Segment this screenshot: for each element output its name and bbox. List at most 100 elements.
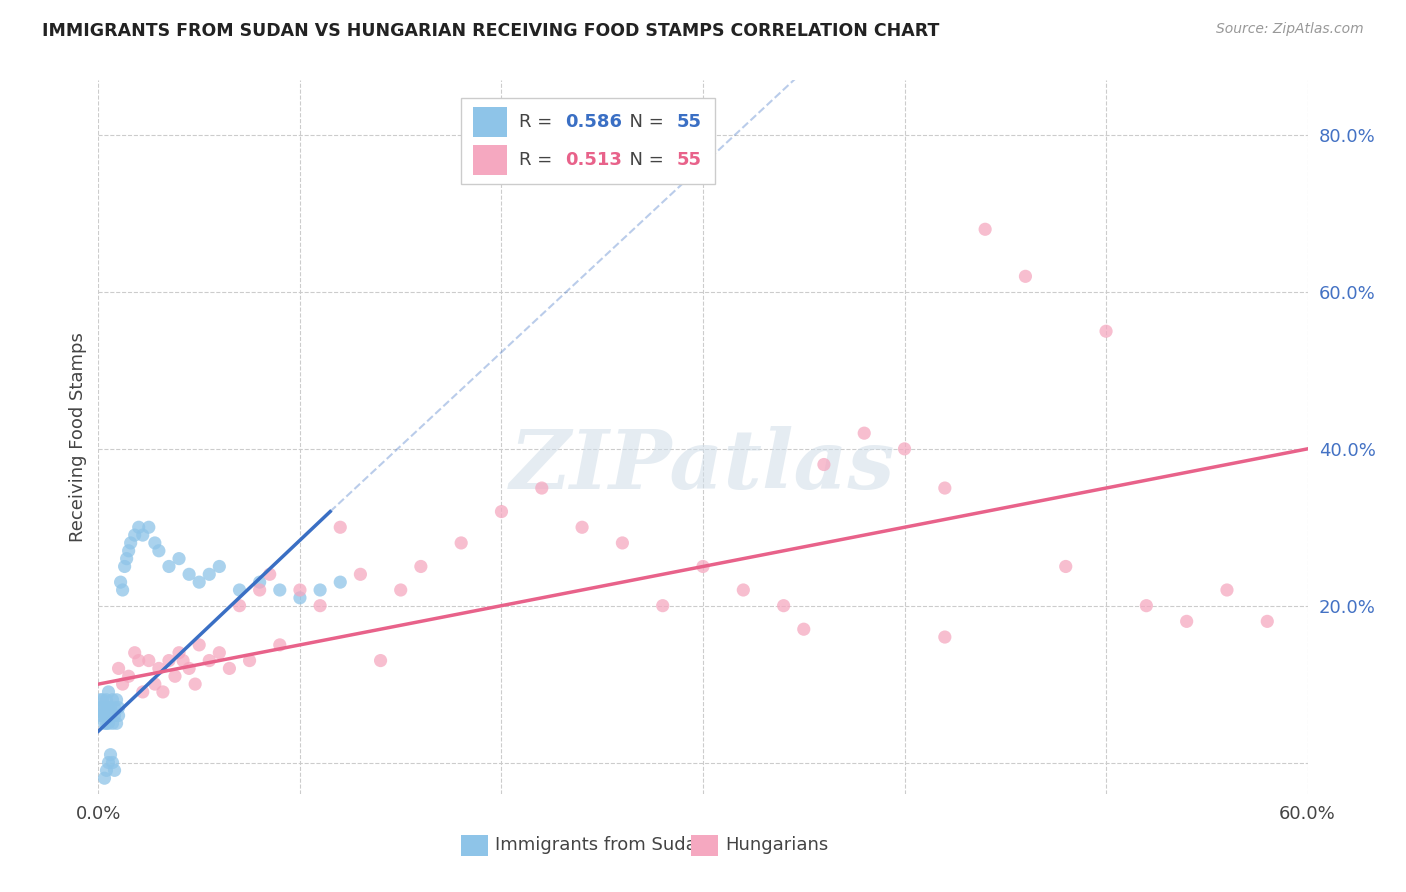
Point	[288, 591, 311, 605]
Point	[93, 700, 115, 714]
Point	[1256, 615, 1278, 629]
Point	[101, 756, 124, 770]
Point	[118, 543, 141, 558]
Point	[389, 582, 412, 597]
Point	[111, 677, 134, 691]
Text: R =: R =	[519, 152, 558, 169]
Text: N =: N =	[619, 112, 669, 130]
Point	[934, 630, 956, 644]
Point	[853, 426, 876, 441]
Point	[772, 599, 794, 613]
Point	[107, 700, 129, 714]
Point	[612, 536, 634, 550]
Point	[188, 575, 211, 590]
Text: Source: ZipAtlas.com: Source: ZipAtlas.com	[1216, 22, 1364, 37]
Point	[103, 708, 125, 723]
Point	[1095, 324, 1118, 338]
Point	[349, 567, 371, 582]
Text: 0.586: 0.586	[565, 112, 623, 130]
Point	[1014, 269, 1036, 284]
Point	[91, 708, 114, 723]
Point	[128, 520, 150, 534]
Bar	[474, 107, 508, 136]
Point	[96, 708, 118, 723]
Point	[115, 551, 138, 566]
Point	[114, 559, 136, 574]
Text: Immigrants from Sudan: Immigrants from Sudan	[495, 837, 709, 855]
Point	[571, 520, 593, 534]
Point	[188, 638, 211, 652]
Point	[692, 559, 714, 574]
Point	[370, 654, 392, 668]
Y-axis label: Receiving Food Stamps: Receiving Food Stamps	[69, 332, 87, 542]
Point	[138, 654, 160, 668]
Point	[793, 622, 815, 636]
Point	[530, 481, 553, 495]
Point	[120, 536, 142, 550]
Point	[89, 700, 111, 714]
Text: 55: 55	[676, 112, 702, 130]
Point	[1054, 559, 1077, 574]
Point	[93, 771, 115, 785]
Point	[148, 543, 170, 558]
Point	[491, 505, 513, 519]
Point	[132, 685, 155, 699]
Text: 55: 55	[676, 152, 702, 169]
Point	[97, 756, 120, 770]
Point	[93, 716, 115, 731]
Bar	[461, 835, 488, 856]
Point	[107, 661, 129, 675]
Point	[934, 481, 956, 495]
Point	[1135, 599, 1157, 613]
Point	[179, 661, 201, 675]
Point	[198, 567, 221, 582]
Point	[1175, 615, 1198, 629]
Point	[172, 654, 194, 668]
Point	[269, 582, 291, 597]
FancyBboxPatch shape	[461, 98, 716, 184]
Point	[96, 693, 118, 707]
Point	[105, 693, 128, 707]
Point	[91, 700, 114, 714]
Point	[138, 520, 160, 534]
Point	[124, 646, 146, 660]
Point	[309, 599, 332, 613]
Point	[100, 700, 122, 714]
Point	[409, 559, 432, 574]
Point	[167, 551, 190, 566]
Text: N =: N =	[619, 152, 669, 169]
Point	[152, 685, 174, 699]
Point	[97, 700, 120, 714]
Point	[89, 708, 111, 723]
Point	[91, 693, 114, 707]
Point	[269, 638, 291, 652]
Point	[97, 685, 120, 699]
Point	[107, 708, 129, 723]
Point	[132, 528, 155, 542]
Point	[118, 669, 141, 683]
Point	[111, 582, 134, 597]
Point	[167, 646, 190, 660]
Point	[96, 764, 118, 778]
Point	[100, 708, 122, 723]
Point	[259, 567, 281, 582]
Point	[974, 222, 997, 236]
Point	[101, 693, 124, 707]
Point	[163, 669, 186, 683]
Point	[157, 654, 180, 668]
Point	[110, 575, 132, 590]
Point	[179, 567, 201, 582]
Point	[93, 708, 115, 723]
Bar	[690, 835, 717, 856]
Point	[101, 716, 124, 731]
Point	[143, 677, 166, 691]
Point	[143, 536, 166, 550]
Point	[893, 442, 915, 456]
Point	[329, 520, 352, 534]
Text: ZIPatlas: ZIPatlas	[510, 425, 896, 506]
Point	[157, 559, 180, 574]
Point	[1216, 582, 1239, 597]
Point	[450, 536, 472, 550]
Point	[329, 575, 352, 590]
Text: Hungarians: Hungarians	[724, 837, 828, 855]
